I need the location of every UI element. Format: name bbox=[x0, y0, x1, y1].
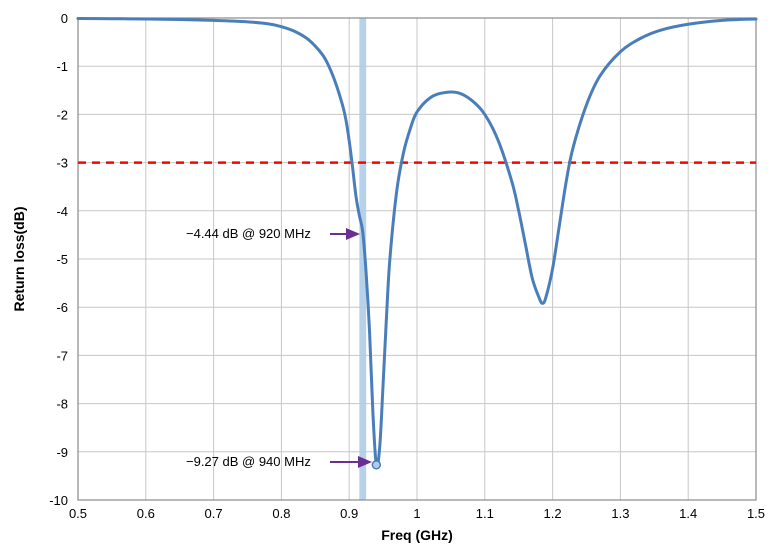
chart-svg: 0.5 0.6 0.7 0.8 0.9 1 1.1 1.2 1.3 1.4 1.5 0 -1 -2 -3 -4… bbox=[0, 0, 775, 548]
annotation-label: −4.44 dB @ 920 MHz bbox=[186, 226, 311, 241]
x-tick-label: 1.3 bbox=[611, 506, 629, 521]
x-tick-label: 1.5 bbox=[747, 506, 765, 521]
x-tick-label: 0.6 bbox=[137, 506, 155, 521]
x-tick-label: 0.8 bbox=[272, 506, 290, 521]
x-tick-label: 0.9 bbox=[340, 506, 358, 521]
y-tick-label: -7 bbox=[56, 348, 68, 363]
y-tick-label: 0 bbox=[61, 11, 68, 26]
x-tick-label: 0.5 bbox=[69, 506, 87, 521]
x-tick-label: 1 bbox=[413, 506, 420, 521]
annotation-label: −9.27 dB @ 940 MHz bbox=[186, 454, 311, 469]
y-tick-label: -1 bbox=[56, 59, 68, 74]
y-tick-label: -4 bbox=[56, 204, 68, 219]
y-tick-label: -10 bbox=[49, 493, 68, 508]
data-marker bbox=[372, 461, 380, 469]
y-tick-label: -3 bbox=[56, 156, 68, 171]
x-tick-label: 0.7 bbox=[205, 506, 223, 521]
y-tick-label: -2 bbox=[56, 107, 68, 122]
y-tick-label: -6 bbox=[56, 300, 68, 315]
y-tick-label: -8 bbox=[56, 397, 68, 412]
x-tick-label: 1.2 bbox=[544, 506, 562, 521]
return-loss-chart: 0.5 0.6 0.7 0.8 0.9 1 1.1 1.2 1.3 1.4 1.5 0 -1 -2 -3 -4… bbox=[0, 0, 775, 548]
x-tick-label: 1.4 bbox=[679, 506, 697, 521]
y-tick-label: -9 bbox=[56, 445, 68, 460]
x-axis-label: Freq (GHz) bbox=[381, 527, 453, 543]
y-tick-label: -5 bbox=[56, 252, 68, 267]
x-tick-label: 1.1 bbox=[476, 506, 494, 521]
y-axis-label: Return loss(dB) bbox=[11, 207, 27, 312]
